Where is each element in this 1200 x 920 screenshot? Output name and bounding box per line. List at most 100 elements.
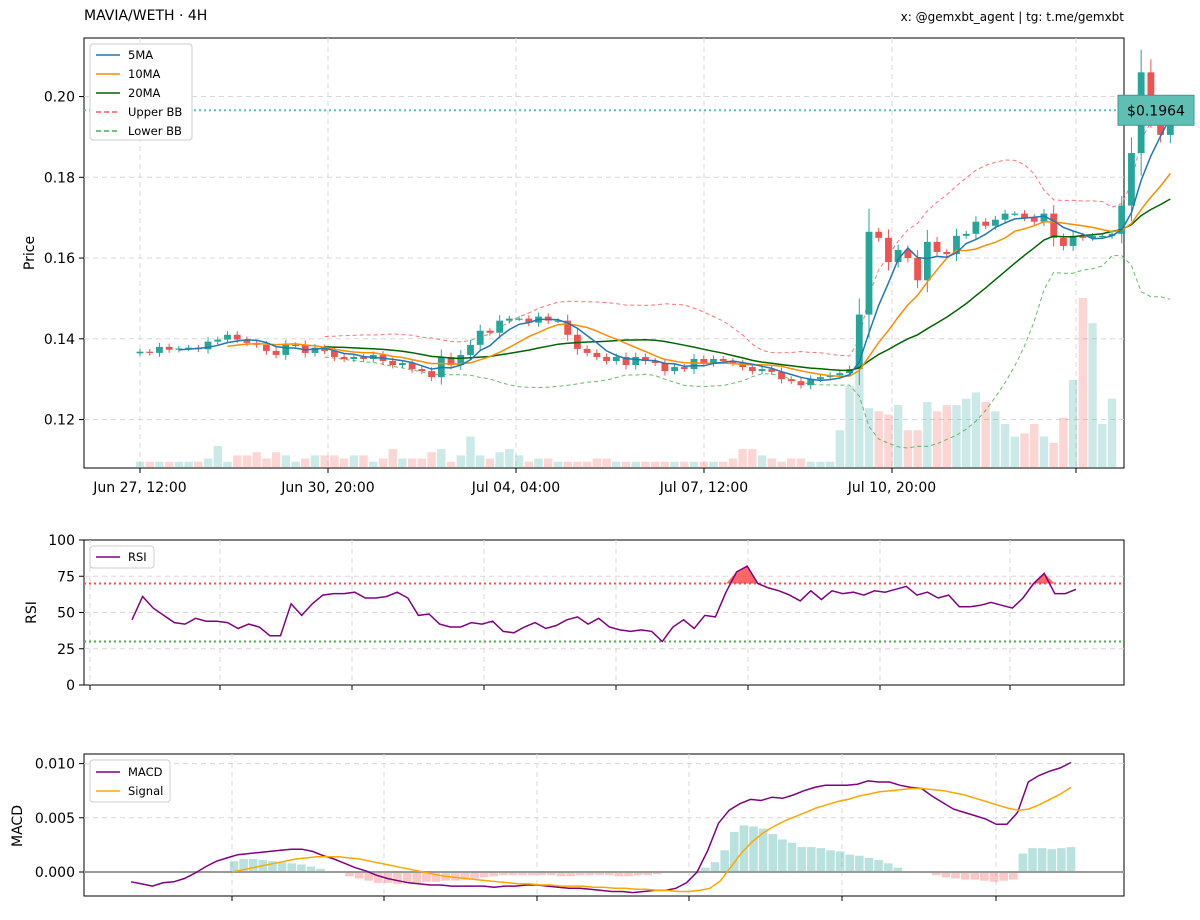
overbought-fill	[725, 571, 737, 584]
volume-bar	[495, 452, 504, 468]
volume-bar	[728, 458, 738, 468]
volume-bar	[417, 458, 427, 468]
candle-up	[554, 318, 562, 324]
candle-up	[467, 339, 474, 360]
histogram-bar	[835, 851, 845, 872]
histogram-bar	[970, 872, 980, 880]
volume-bar	[407, 458, 417, 468]
candle-up	[505, 315, 513, 324]
candle-up	[156, 342, 163, 357]
candle-body	[1060, 237, 1067, 246]
volume-bar	[184, 461, 193, 468]
candle-body	[982, 221, 990, 226]
histogram-bar	[710, 862, 720, 872]
volume-bar	[738, 449, 747, 468]
histogram-bar	[643, 872, 652, 876]
candle-down	[778, 367, 785, 384]
histogram-bar	[595, 872, 604, 876]
candle-body	[991, 219, 999, 226]
candle-body	[447, 356, 455, 366]
volume-bar	[505, 449, 514, 468]
candle-body	[467, 344, 474, 355]
candle-up	[515, 316, 523, 322]
histogram-bar	[816, 848, 826, 872]
candle-down	[418, 366, 426, 375]
volume-bar	[1068, 379, 1078, 468]
volume-bar	[825, 461, 835, 468]
candle-body	[680, 367, 688, 370]
candle-body	[486, 330, 494, 333]
histogram-bar	[229, 861, 239, 872]
histogram-bar	[585, 872, 595, 876]
candle-up	[962, 230, 970, 239]
volume-bar	[719, 461, 728, 468]
volume-bar	[242, 455, 252, 468]
candle-body	[923, 241, 931, 281]
candle-up	[972, 216, 980, 240]
volume-bar	[777, 461, 786, 468]
histogram-bar	[450, 872, 460, 881]
macd-panel: 0.000 0.005 0.010 MACD MACD Signal	[10, 753, 1125, 901]
candle-down	[787, 376, 795, 385]
candle-body	[457, 354, 465, 366]
candle-body	[671, 367, 678, 372]
price-tag-box	[1117, 94, 1195, 126]
candle-body	[185, 347, 192, 349]
volume-bar	[748, 449, 757, 468]
candle-body	[292, 344, 299, 347]
candle-body	[574, 334, 581, 349]
price-y-tick-label: 0.20	[44, 90, 75, 106]
macd-y-tick-label: 0.005	[35, 811, 75, 827]
candle-body	[496, 320, 504, 333]
volume-bar	[398, 458, 407, 468]
candle-up	[476, 324, 484, 351]
volume-bar	[1039, 436, 1049, 468]
histogram-bar	[287, 863, 297, 872]
volume-bar	[582, 461, 592, 468]
candle-up	[1069, 230, 1077, 251]
volume-bar	[1088, 323, 1097, 468]
candle-up	[204, 337, 212, 354]
candle-body	[778, 371, 785, 380]
histogram-bar	[806, 847, 816, 872]
candle-body	[272, 350, 280, 355]
volume-bar	[573, 461, 582, 468]
candle-down	[564, 314, 572, 341]
rsi-y-tick-label: 0	[66, 678, 75, 694]
volume-bar	[962, 398, 971, 468]
candle-body	[836, 373, 844, 376]
price-x-tick-label: Jul 07, 12:00	[659, 480, 748, 496]
volume-bar	[592, 458, 602, 468]
legend-label: RSI	[128, 550, 147, 564]
volume-bar	[1078, 298, 1088, 468]
volume-bar	[835, 430, 845, 468]
candle-up	[496, 315, 504, 339]
candle-up	[175, 345, 183, 353]
candle-body	[340, 356, 348, 359]
candle-body	[544, 316, 552, 321]
legend-label: 5MA	[128, 48, 153, 62]
candle-down	[360, 354, 367, 362]
candle-body	[301, 344, 309, 353]
volume-bar	[544, 458, 553, 468]
candle-body	[797, 381, 805, 386]
macd-y-axis-label: MACD	[10, 805, 26, 847]
histogram-bar	[402, 872, 412, 883]
rsi-y-tick-label: 100	[48, 533, 75, 549]
candle-body	[156, 346, 163, 353]
histogram-bar	[239, 858, 248, 872]
volume-bar	[349, 455, 359, 468]
histogram-bar	[412, 872, 422, 883]
volume-bar	[709, 461, 718, 468]
rsi-line	[131, 565, 1077, 643]
histogram-bar	[932, 872, 941, 876]
candle-down	[146, 348, 154, 356]
volume-bar	[310, 455, 320, 468]
histogram-bar	[537, 872, 547, 876]
histogram-bar	[701, 867, 710, 872]
volume-bar	[388, 449, 397, 468]
candle-body	[1079, 235, 1087, 238]
histogram-bar	[499, 872, 508, 876]
candle-body	[1011, 213, 1019, 215]
